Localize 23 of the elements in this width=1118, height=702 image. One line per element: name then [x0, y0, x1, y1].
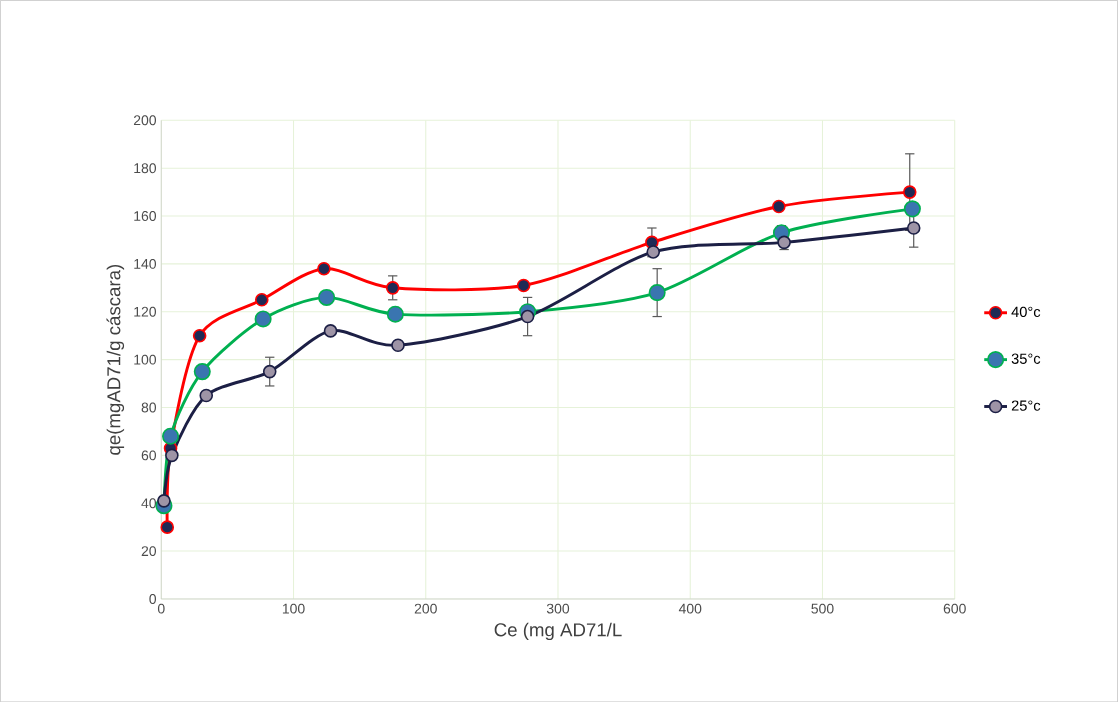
x-axis-title: Ce (mg AD71/L — [494, 622, 622, 640]
y-tick-label: 180 — [134, 163, 157, 173]
y-tick-label: 120 — [134, 306, 157, 317]
legend-label: 35°c — [1011, 353, 1041, 364]
x-tick-label: 600 — [943, 603, 966, 614]
y-tick-label: 40 — [141, 498, 157, 509]
y-tick-label: 160 — [134, 210, 157, 221]
y-tick-label: 140 — [134, 258, 157, 269]
y-tick-label: 80 — [141, 402, 157, 413]
x-tick-label: 100 — [282, 603, 305, 614]
y-tick-label: 60 — [141, 450, 157, 461]
x-tick-label: 400 — [678, 603, 702, 614]
x-tick-label: 200 — [414, 603, 437, 614]
legend-label: 40°c — [1011, 306, 1041, 317]
x-tick-label: 0 — [157, 603, 165, 614]
x-tick-label: 300 — [546, 603, 570, 614]
x-tick-label: 500 — [811, 603, 834, 614]
y-tick-label: 100 — [134, 354, 157, 365]
y-axis-title: qe(mgAD71/g cáscara) — [106, 264, 125, 455]
y-tick-label: 200 — [133, 115, 157, 126]
legend-label: 25°c — [1011, 400, 1041, 411]
y-tick-label: 20 — [141, 546, 157, 556]
y-tick-label: 0 — [149, 593, 157, 604]
